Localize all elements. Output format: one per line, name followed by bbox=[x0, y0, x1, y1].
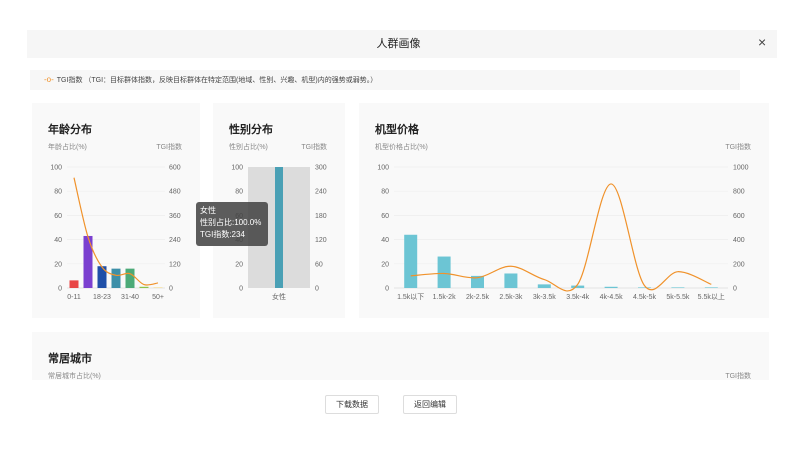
price-bar bbox=[704, 287, 718, 288]
age-right-tick: 240 bbox=[169, 237, 181, 244]
city-card: 常居城市 常居城市占比(%) TGI指数 bbox=[32, 332, 769, 380]
age-bar bbox=[111, 268, 121, 288]
price-bar bbox=[404, 234, 418, 288]
age-left-tick: 80 bbox=[54, 189, 62, 196]
price-right-tick: 800 bbox=[733, 189, 745, 196]
price-left-tick: 60 bbox=[381, 213, 389, 220]
price-right-tick: 0 bbox=[733, 286, 737, 293]
gender-tooltip: 女性 性别占比:100.0% TGI指数:234 bbox=[196, 202, 268, 246]
gender-left-tick: 0 bbox=[239, 286, 243, 293]
modal-title: 人群画像 bbox=[376, 38, 421, 50]
price-right-tick: 400 bbox=[733, 237, 745, 244]
age-left-tick: 60 bbox=[54, 213, 62, 220]
age-x-tick: 50+ bbox=[152, 294, 164, 301]
price-x-tick: 5k-5.5k bbox=[666, 294, 689, 301]
gender-x-tick: 女性 bbox=[272, 292, 286, 301]
age-bar bbox=[97, 266, 107, 288]
gender-left-tick: 100 bbox=[231, 165, 243, 172]
gender-bar bbox=[275, 167, 283, 288]
price-left-tick: 40 bbox=[381, 237, 389, 244]
price-right-tick: 600 bbox=[733, 213, 745, 220]
gender-right-tick: 0 bbox=[315, 286, 319, 293]
price-bar bbox=[537, 284, 551, 288]
age-tgi-line bbox=[73, 177, 159, 286]
age-title: 年龄分布 bbox=[48, 124, 92, 136]
price-x-tick: 2.5k-3k bbox=[499, 294, 522, 301]
download-data-button[interactable]: 下载数据 bbox=[325, 395, 379, 414]
price-right-tick: 1000 bbox=[733, 165, 749, 172]
price-bar bbox=[504, 273, 518, 288]
gender-right-tick: 300 bbox=[315, 165, 327, 172]
tooltip-share: 性别占比:100.0% bbox=[200, 218, 262, 227]
tgi-legend: -o- TGI指数 （TGI：目标群体指数，反映目标群体在特定范围(地域、性别、兴… bbox=[30, 70, 740, 90]
age-left-tick: 40 bbox=[54, 237, 62, 244]
age-left-tick: 0 bbox=[58, 286, 62, 293]
age-right-axis-label: TGI指数 bbox=[156, 144, 182, 151]
age-bar bbox=[125, 268, 135, 288]
gender-left-tick: 20 bbox=[235, 261, 243, 268]
tooltip-title: 女性 bbox=[200, 206, 216, 215]
price-x-tick: 1.5k以下 bbox=[397, 293, 424, 301]
price-bar bbox=[638, 287, 651, 288]
gender-left-axis-label: 性别占比(%) bbox=[229, 144, 268, 151]
age-right-tick: 480 bbox=[169, 189, 181, 196]
price-left-axis-label: 机型价格占比(%) bbox=[375, 144, 428, 151]
price-tgi-line bbox=[410, 183, 712, 292]
gender-right-tick: 240 bbox=[315, 189, 327, 196]
age-right-tick: 0 bbox=[169, 286, 173, 293]
gender-right-tick: 120 bbox=[315, 237, 327, 244]
tooltip-tgi: TGI指数:234 bbox=[200, 230, 245, 239]
age-bar bbox=[69, 280, 79, 288]
close-icon[interactable]: × bbox=[758, 34, 767, 50]
city-left-axis-label: 常居城市占比(%) bbox=[48, 373, 101, 380]
price-title: 机型价格 bbox=[375, 124, 419, 136]
price-right-tick: 200 bbox=[733, 261, 745, 268]
price-bar bbox=[437, 256, 451, 288]
price-left-tick: 0 bbox=[385, 286, 389, 293]
tgi-line-marker-icon: -o- bbox=[44, 75, 54, 84]
gender-title: 性别分布 bbox=[229, 124, 273, 136]
price-left-tick: 100 bbox=[377, 165, 389, 172]
age-left-tick: 100 bbox=[50, 165, 62, 172]
price-bar bbox=[604, 286, 618, 288]
price-bar bbox=[571, 285, 585, 288]
age-right-tick: 120 bbox=[169, 261, 181, 268]
back-to-edit-button[interactable]: 返回编辑 bbox=[403, 395, 457, 414]
price-x-tick: 4k-4.5k bbox=[600, 294, 623, 301]
modal-header bbox=[27, 30, 777, 58]
price-x-tick: 4.5k-5k bbox=[633, 294, 656, 301]
gender-right-axis-label: TGI指数 bbox=[301, 144, 327, 151]
price-bar bbox=[471, 275, 484, 288]
price-left-tick: 80 bbox=[381, 189, 389, 196]
price-bar bbox=[671, 287, 685, 288]
price-x-tick: 5.5k以上 bbox=[698, 292, 725, 301]
price-left-tick: 20 bbox=[381, 261, 389, 268]
age-x-tick: 0-11 bbox=[67, 294, 81, 301]
gender-right-tick: 60 bbox=[315, 261, 323, 268]
price-x-tick: 3.5k-4k bbox=[566, 294, 589, 301]
price-card: 机型价格 机型价格占比(%) TGI指数 bbox=[359, 103, 769, 318]
age-bar bbox=[83, 235, 93, 288]
gender-right-tick: 180 bbox=[315, 213, 327, 220]
price-x-tick: 1.5k-2k bbox=[433, 294, 456, 301]
age-x-tick: 18-23 bbox=[93, 294, 111, 301]
city-title: 常居城市 bbox=[48, 353, 92, 365]
age-bar bbox=[139, 286, 149, 288]
age-right-tick: 600 bbox=[169, 165, 181, 172]
price-right-axis-label: TGI指数 bbox=[725, 144, 751, 151]
price-x-tick: 3k-3.5k bbox=[533, 294, 556, 301]
age-x-tick: 31-40 bbox=[121, 294, 139, 301]
city-right-axis-label: TGI指数 bbox=[725, 373, 751, 380]
gender-left-tick: 80 bbox=[235, 189, 243, 196]
age-bar bbox=[153, 287, 163, 288]
price-x-tick: 2k-2.5k bbox=[466, 294, 489, 301]
age-left-axis-label: 年龄占比(%) bbox=[48, 144, 87, 151]
legend-text: TGI指数 （TGI：目标群体指数，反映目标群体在特定范围(地域、性别、兴趣、机… bbox=[56, 77, 378, 84]
age-right-tick: 360 bbox=[169, 213, 181, 220]
age-left-tick: 20 bbox=[54, 261, 62, 268]
